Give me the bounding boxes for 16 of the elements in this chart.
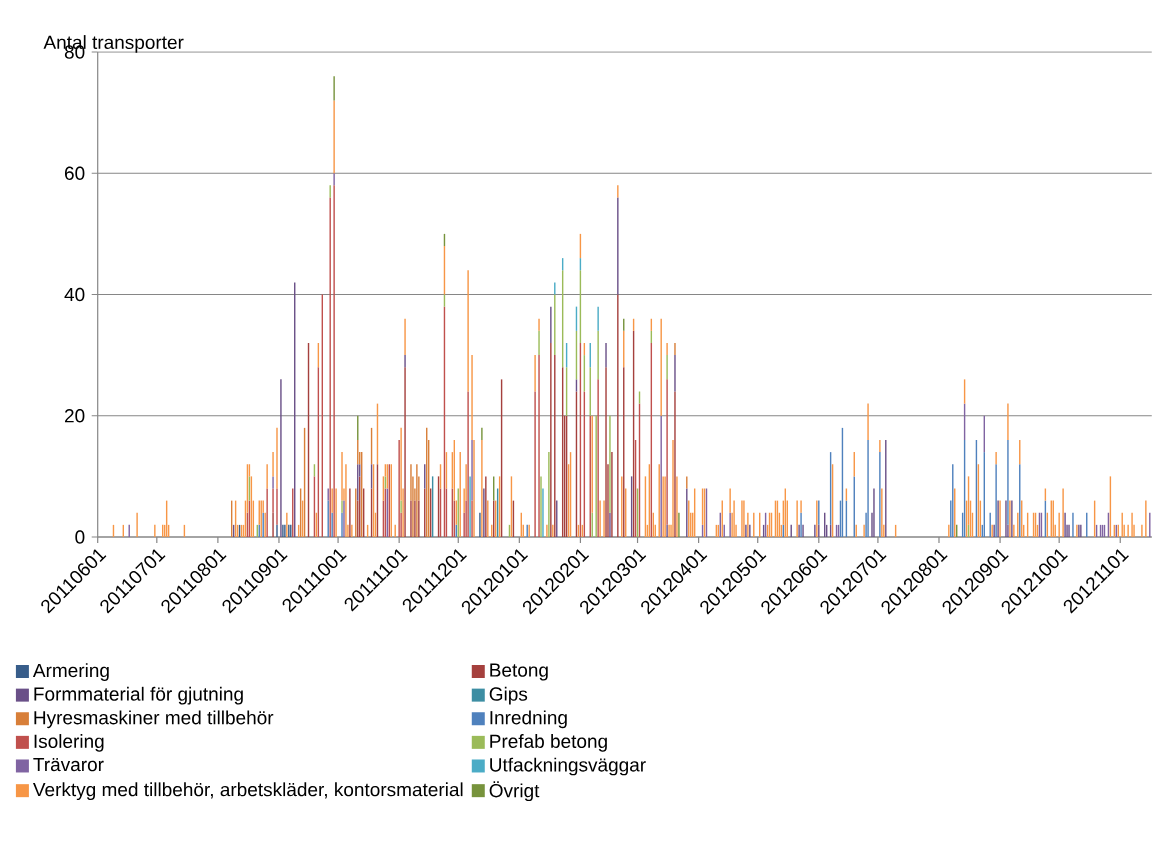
legend-label: Utfackningsväggar — [490, 757, 646, 776]
legend-label: Betong — [490, 663, 548, 681]
legend-label: Verktyg med tillbehör, arbetskläder, kontorsmaterial — [32, 782, 463, 801]
y-tick-label: 40 — [64, 287, 85, 302]
legend-label: Övrigt — [489, 781, 540, 802]
legend-label: Gips — [489, 686, 528, 705]
y-tick-label: 0 — [75, 530, 85, 544]
legend-label: Armering — [32, 663, 109, 681]
legend-label: Trävaror — [33, 758, 104, 772]
legend-label: Prefab betong — [490, 734, 607, 752]
y-tick-label: 60 — [64, 166, 85, 180]
legend-label: Hyresmaskiner med tillbehör — [34, 710, 274, 729]
legend-label: Formmaterial för gjutning — [34, 686, 243, 705]
legend-label: Inredning — [490, 710, 567, 729]
y-tick-label: 20 — [64, 409, 85, 423]
legend-label: Isolering — [34, 734, 104, 752]
